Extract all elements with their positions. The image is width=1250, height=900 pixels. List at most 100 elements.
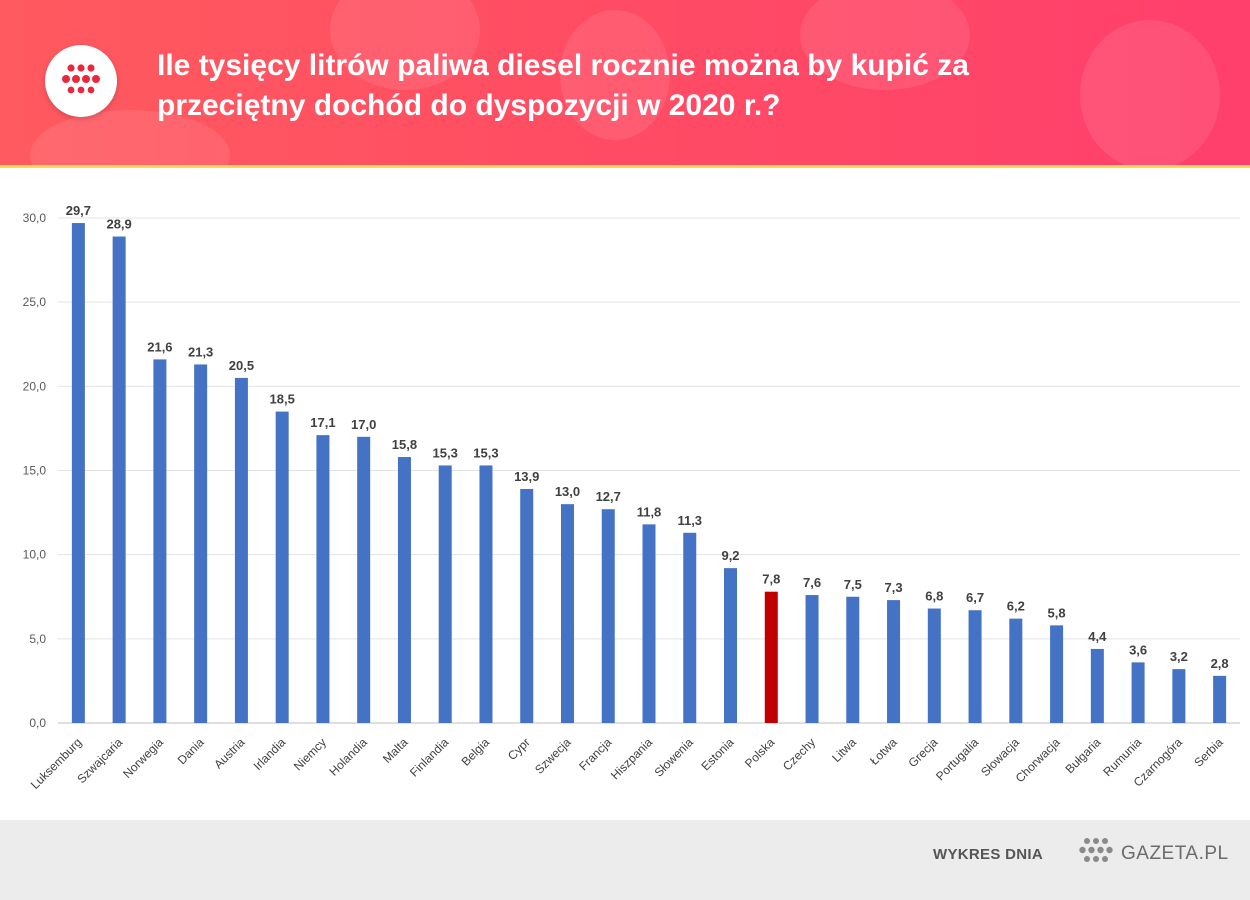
dots-logo-icon bbox=[62, 64, 100, 94]
x-tick-label: Szwecja bbox=[532, 735, 574, 777]
gazeta-logo bbox=[45, 45, 117, 117]
x-tick-label: Francja bbox=[576, 735, 614, 773]
x-tick-label: Słowenia bbox=[652, 735, 697, 780]
background-pattern bbox=[1080, 20, 1220, 165]
data-label: 18,5 bbox=[270, 392, 295, 407]
chart-title-line-2: przeciętny dochód do dyspozycji w 2020 r… bbox=[157, 89, 781, 122]
data-label: 20,5 bbox=[229, 358, 254, 373]
bar-łotwa bbox=[887, 600, 901, 723]
y-tick-label: 30,0 bbox=[23, 211, 47, 225]
x-tick-label: Hiszpania bbox=[608, 735, 655, 782]
background-pattern bbox=[800, 0, 970, 90]
bar-czechy bbox=[805, 595, 819, 723]
bar-malta bbox=[397, 457, 411, 723]
gazeta-dots-icon bbox=[1079, 838, 1113, 862]
bar-chart: 0,0 5,0 10,0 15,0 20,0 25,0 30,0 29,7 Luksemburg… bbox=[23, 203, 1240, 792]
background-pattern bbox=[560, 10, 670, 140]
bar-czarnogóra bbox=[1172, 669, 1186, 723]
x-tick-label: Irlandia bbox=[251, 735, 289, 773]
y-tick-label: 10,0 bbox=[23, 548, 47, 562]
bar-chorwacja bbox=[1050, 625, 1064, 723]
data-label: 7,5 bbox=[844, 577, 862, 592]
data-label: 2,8 bbox=[1211, 656, 1229, 671]
chart-of-the-day-label: WYKRES DNIA bbox=[933, 846, 1043, 863]
x-tick-label: Finlandia bbox=[407, 735, 452, 780]
x-tick-label: Malta bbox=[380, 735, 411, 766]
data-label: 21,3 bbox=[188, 344, 213, 359]
bar-grecja bbox=[927, 608, 941, 723]
x-tick-label: Polska bbox=[742, 735, 778, 771]
bar-polska bbox=[764, 591, 778, 723]
data-label: 4,4 bbox=[1088, 629, 1107, 644]
bar-holandia bbox=[357, 436, 371, 723]
bar-belgia bbox=[479, 465, 493, 723]
data-label: 13,0 bbox=[555, 484, 580, 499]
data-label: 15,3 bbox=[473, 445, 498, 460]
x-tick-label: Serbia bbox=[1191, 735, 1226, 770]
data-label: 11,8 bbox=[637, 504, 662, 519]
data-label: 12,7 bbox=[596, 489, 621, 504]
data-label: 7,3 bbox=[885, 580, 903, 595]
bar-francja bbox=[601, 509, 615, 723]
bar-hiszpania bbox=[642, 524, 656, 723]
bar-irlandia bbox=[275, 411, 289, 723]
y-tick-label: 0,0 bbox=[29, 716, 46, 730]
x-tick-label: Holandia bbox=[326, 735, 370, 779]
x-tick-label: Bułgaria bbox=[1062, 735, 1103, 776]
bar-estonia bbox=[724, 568, 738, 723]
bar-portugalia bbox=[968, 610, 982, 723]
data-label: 7,6 bbox=[803, 575, 821, 590]
y-tick-label: 25,0 bbox=[23, 295, 47, 309]
bar-serbia bbox=[1213, 675, 1227, 723]
x-tick-label: Cypr bbox=[505, 735, 533, 763]
data-label: 3,6 bbox=[1129, 642, 1147, 657]
bar-słowenia bbox=[683, 532, 697, 723]
x-tick-label: Portugalia bbox=[933, 735, 981, 783]
x-tick-label: Estonia bbox=[698, 735, 736, 773]
y-tick-label: 15,0 bbox=[23, 464, 47, 478]
chart-title: Ile tysięcy litrów paliwa diesel rocznie… bbox=[157, 46, 1157, 126]
data-label: 6,8 bbox=[925, 589, 943, 604]
bar-bułgaria bbox=[1090, 648, 1104, 723]
bar-dania bbox=[194, 364, 208, 723]
bar-litwa bbox=[846, 596, 860, 723]
bar-finlandia bbox=[438, 465, 452, 723]
data-label: 7,8 bbox=[762, 572, 780, 587]
data-label: 21,6 bbox=[147, 339, 172, 354]
accent-strip bbox=[0, 165, 1250, 168]
y-tick-label: 5,0 bbox=[29, 632, 46, 646]
brand-name: GAZETA.PL bbox=[1121, 843, 1229, 864]
data-label: 11,3 bbox=[677, 513, 702, 528]
x-tick-label: Dania bbox=[175, 735, 207, 767]
chart-header: Ile tysięcy litrów paliwa diesel rocznie… bbox=[0, 0, 1250, 165]
bar-rumunia bbox=[1131, 662, 1145, 723]
data-label: 17,0 bbox=[351, 417, 376, 432]
data-label: 28,9 bbox=[106, 217, 131, 232]
bar-austria bbox=[234, 377, 248, 723]
data-label: 6,2 bbox=[1007, 599, 1025, 614]
x-tick-label: Czechy bbox=[780, 735, 818, 773]
data-label: 13,9 bbox=[514, 469, 539, 484]
x-tick-label: Niemcy bbox=[291, 735, 329, 773]
bar-niemcy bbox=[316, 435, 330, 723]
data-label: 29,7 bbox=[66, 203, 91, 218]
bar-cypr bbox=[520, 489, 534, 723]
bar-norwegia bbox=[153, 359, 167, 723]
x-tick-label: Łotwa bbox=[867, 735, 900, 768]
bar-szwajcaria bbox=[112, 236, 126, 723]
data-label: 3,2 bbox=[1170, 649, 1188, 664]
x-tick-label: Luksemburg bbox=[28, 735, 85, 792]
x-tick-label: Litwa bbox=[829, 735, 859, 765]
x-tick-label: Chorwacja bbox=[1013, 735, 1063, 785]
footer: WYKRES DNIA GAZETA.PL bbox=[0, 820, 1250, 900]
bar-luksemburg bbox=[71, 223, 85, 724]
data-label: 5,8 bbox=[1048, 605, 1066, 620]
data-label: 6,7 bbox=[966, 590, 984, 605]
y-tick-label: 20,0 bbox=[23, 379, 47, 393]
x-tick-label: Austria bbox=[211, 735, 248, 772]
data-label: 9,2 bbox=[721, 548, 739, 563]
x-tick-label: Belgia bbox=[459, 735, 493, 769]
data-label: 15,8 bbox=[392, 437, 417, 452]
chart-title-line-1: Ile tysięcy litrów paliwa diesel rocznie… bbox=[157, 49, 969, 82]
data-label: 15,3 bbox=[433, 445, 458, 460]
